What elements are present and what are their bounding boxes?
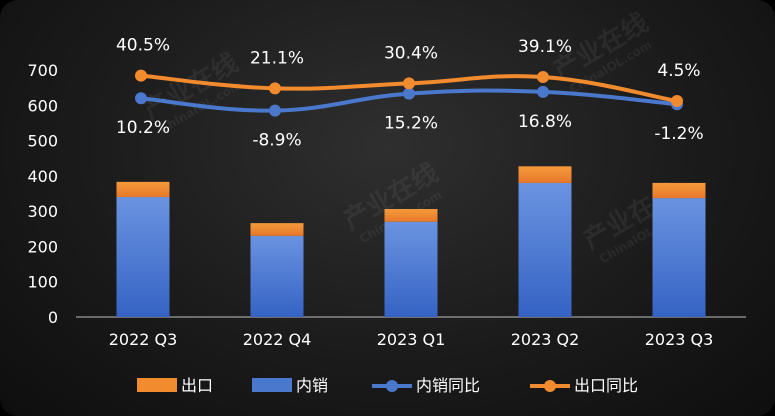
legend-item: 出口同比 bbox=[530, 376, 638, 395]
legend-item: 内销同比 bbox=[372, 376, 480, 395]
data-labels: 10.2% -8.9% 15.2% 16.8% -1.2% 40.5% 21.1% 30.4%… bbox=[116, 36, 704, 151]
y-tick-label: 200 bbox=[27, 237, 58, 256]
x-tick-label: 2022 Q4 bbox=[243, 330, 312, 349]
data-label: 16.8% bbox=[518, 112, 572, 132]
data-label: 39.1% bbox=[518, 37, 572, 57]
x-tick-label: 2022 Q3 bbox=[109, 330, 178, 349]
bar-domestic bbox=[250, 235, 304, 317]
legend-label: 内销 bbox=[296, 376, 328, 395]
bar-domestic bbox=[384, 221, 438, 317]
data-label: 10.2% bbox=[116, 118, 170, 138]
bar-domestic bbox=[116, 197, 170, 317]
bar-export bbox=[384, 209, 438, 222]
bar-export bbox=[518, 166, 572, 183]
data-label: 30.4% bbox=[384, 43, 438, 63]
line-point bbox=[135, 92, 147, 105]
y-tick-label: 500 bbox=[27, 132, 58, 151]
legend-marker bbox=[544, 380, 556, 392]
line-point bbox=[135, 69, 147, 82]
legend-swatch bbox=[252, 378, 292, 392]
y-tick-label: 700 bbox=[27, 61, 58, 80]
legend: 出口 内销 内销同比 出口同比 bbox=[137, 376, 638, 395]
line-point bbox=[537, 71, 549, 84]
legend-marker bbox=[386, 380, 398, 392]
data-label: 40.5% bbox=[116, 36, 170, 56]
x-tick-label: 2023 Q3 bbox=[645, 330, 714, 349]
line-point bbox=[269, 104, 281, 117]
data-label: 15.2% bbox=[384, 114, 438, 134]
legend-label: 出口 bbox=[181, 376, 213, 395]
legend-swatch bbox=[137, 378, 177, 392]
bars bbox=[116, 166, 706, 317]
data-label: 4.5% bbox=[657, 61, 700, 81]
line-point bbox=[537, 85, 549, 98]
line-point bbox=[671, 95, 683, 108]
data-label: -8.9% bbox=[252, 131, 301, 151]
lines bbox=[135, 69, 683, 117]
y-tick-label: 100 bbox=[27, 273, 58, 292]
line-point bbox=[269, 82, 281, 95]
bar-export bbox=[116, 181, 170, 198]
legend-label: 出口同比 bbox=[574, 376, 638, 395]
legend-label: 内销同比 bbox=[416, 376, 480, 395]
y-tick-label: 300 bbox=[27, 202, 58, 221]
x-tick-label: 2023 Q1 bbox=[377, 330, 446, 349]
y-tick-label: 0 bbox=[48, 308, 58, 327]
line-point bbox=[403, 77, 415, 90]
legend-item: 出口 bbox=[137, 376, 213, 395]
y-tick-label: 600 bbox=[27, 96, 58, 115]
data-label: -1.2% bbox=[654, 124, 703, 144]
y-tick-label: 400 bbox=[27, 167, 58, 186]
bar-export bbox=[250, 223, 304, 236]
legend-item: 内销 bbox=[252, 376, 328, 395]
line-point bbox=[403, 87, 415, 100]
x-tick-label: 2023 Q2 bbox=[511, 330, 580, 349]
bar-domestic bbox=[518, 182, 572, 317]
data-label: 21.1% bbox=[250, 48, 304, 68]
bar-domestic bbox=[652, 198, 706, 317]
bar-export bbox=[652, 182, 706, 199]
